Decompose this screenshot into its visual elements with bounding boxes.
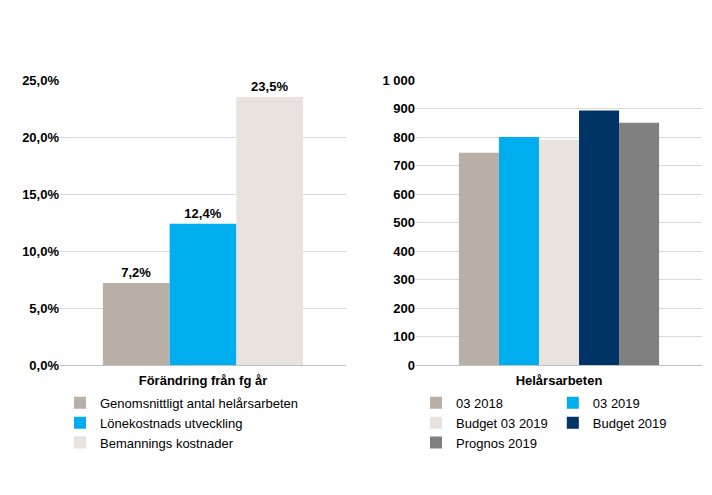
svg-text:Prognos 2019: Prognos 2019 — [456, 436, 537, 451]
svg-text:Helårsarbeten: Helårsarbeten — [516, 373, 603, 388]
svg-text:400: 400 — [393, 244, 415, 259]
svg-text:0: 0 — [408, 358, 415, 373]
svg-text:200: 200 — [393, 301, 415, 316]
svg-text:100: 100 — [393, 329, 415, 344]
svg-text:23,5%: 23,5% — [251, 79, 288, 94]
svg-text:700: 700 — [393, 158, 415, 173]
svg-text:800: 800 — [393, 130, 415, 145]
svg-text:10,0%: 10,0% — [22, 244, 59, 259]
svg-text:Bemannings kostnader: Bemannings kostnader — [100, 436, 234, 451]
svg-text:20,0%: 20,0% — [22, 130, 59, 145]
svg-text:600: 600 — [393, 187, 415, 202]
svg-text:15,0%: 15,0% — [22, 187, 59, 202]
svg-text:Genomsnittligt antal helårsarb: Genomsnittligt antal helårsarbeten — [100, 396, 298, 411]
svg-text:Budget 03 2019: Budget 03 2019 — [456, 416, 548, 431]
svg-text:900: 900 — [393, 101, 415, 116]
svg-text:25,0%: 25,0% — [22, 73, 59, 88]
svg-text:Budget 2019: Budget 2019 — [593, 416, 667, 431]
svg-text:Lönekostnads utveckling: Lönekostnads utveckling — [100, 416, 242, 431]
svg-text:12,4%: 12,4% — [184, 206, 221, 221]
svg-text:7,2%: 7,2% — [121, 265, 151, 280]
svg-text:1 000: 1 000 — [382, 73, 415, 88]
svg-text:300: 300 — [393, 272, 415, 287]
svg-text:0,0%: 0,0% — [29, 358, 59, 373]
svg-text:03 2019: 03 2019 — [593, 396, 640, 411]
svg-text:500: 500 — [393, 215, 415, 230]
svg-text:Förändring från fg år: Förändring från fg år — [139, 373, 268, 388]
svg-text:03 2018: 03 2018 — [456, 396, 503, 411]
svg-text:5,0%: 5,0% — [29, 301, 59, 316]
